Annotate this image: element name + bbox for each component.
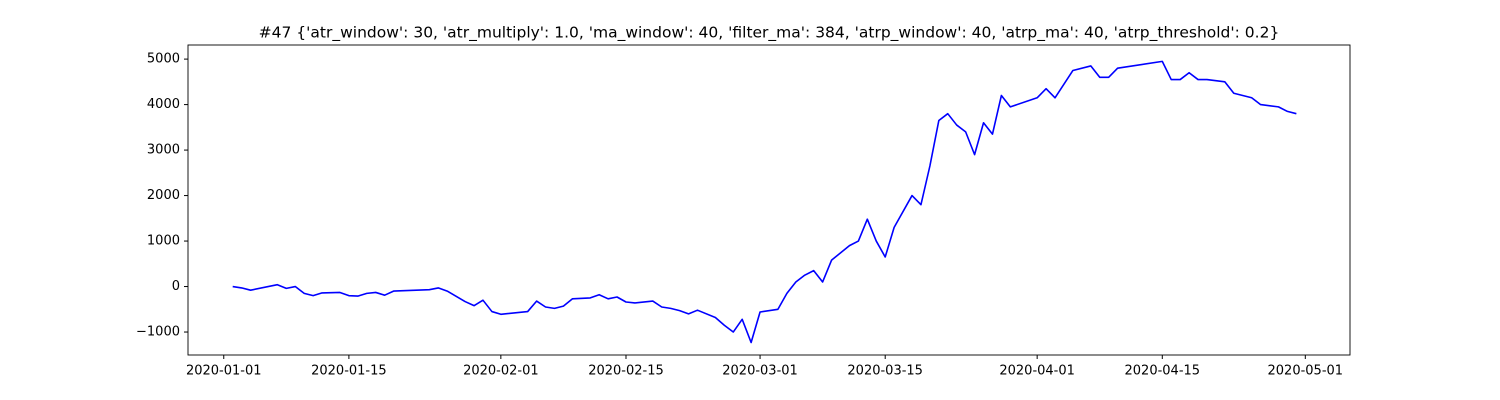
- x-tick-label: 2020-03-15: [847, 364, 923, 379]
- y-tick-label: 1000: [147, 234, 180, 249]
- y-tick-label: 4000: [147, 97, 180, 112]
- plot-frame: [187, 44, 1351, 356]
- y-tick-label: 3000: [147, 143, 180, 158]
- x-tick-label: 2020-01-15: [311, 364, 387, 379]
- data-line: [232, 60, 1297, 344]
- chart-title: #47 {'atr_window': 30, 'atr_multiply': 1…: [259, 24, 1280, 43]
- x-tick-label: 2020-02-01: [463, 364, 539, 379]
- y-tick-label: 2000: [147, 188, 180, 203]
- x-tick-label: 2020-05-01: [1268, 364, 1344, 379]
- x-tick-label: 2020-02-15: [588, 364, 664, 379]
- y-tick-label: 0: [172, 279, 180, 294]
- y-tick-label: −1000: [136, 325, 180, 340]
- x-tick-label: 2020-04-01: [999, 364, 1075, 379]
- x-tick-label: 2020-03-01: [722, 364, 798, 379]
- x-tick-label: 2020-01-01: [186, 364, 262, 379]
- y-tick-label: 5000: [147, 52, 180, 67]
- x-tick-label: 2020-04-15: [1125, 364, 1201, 379]
